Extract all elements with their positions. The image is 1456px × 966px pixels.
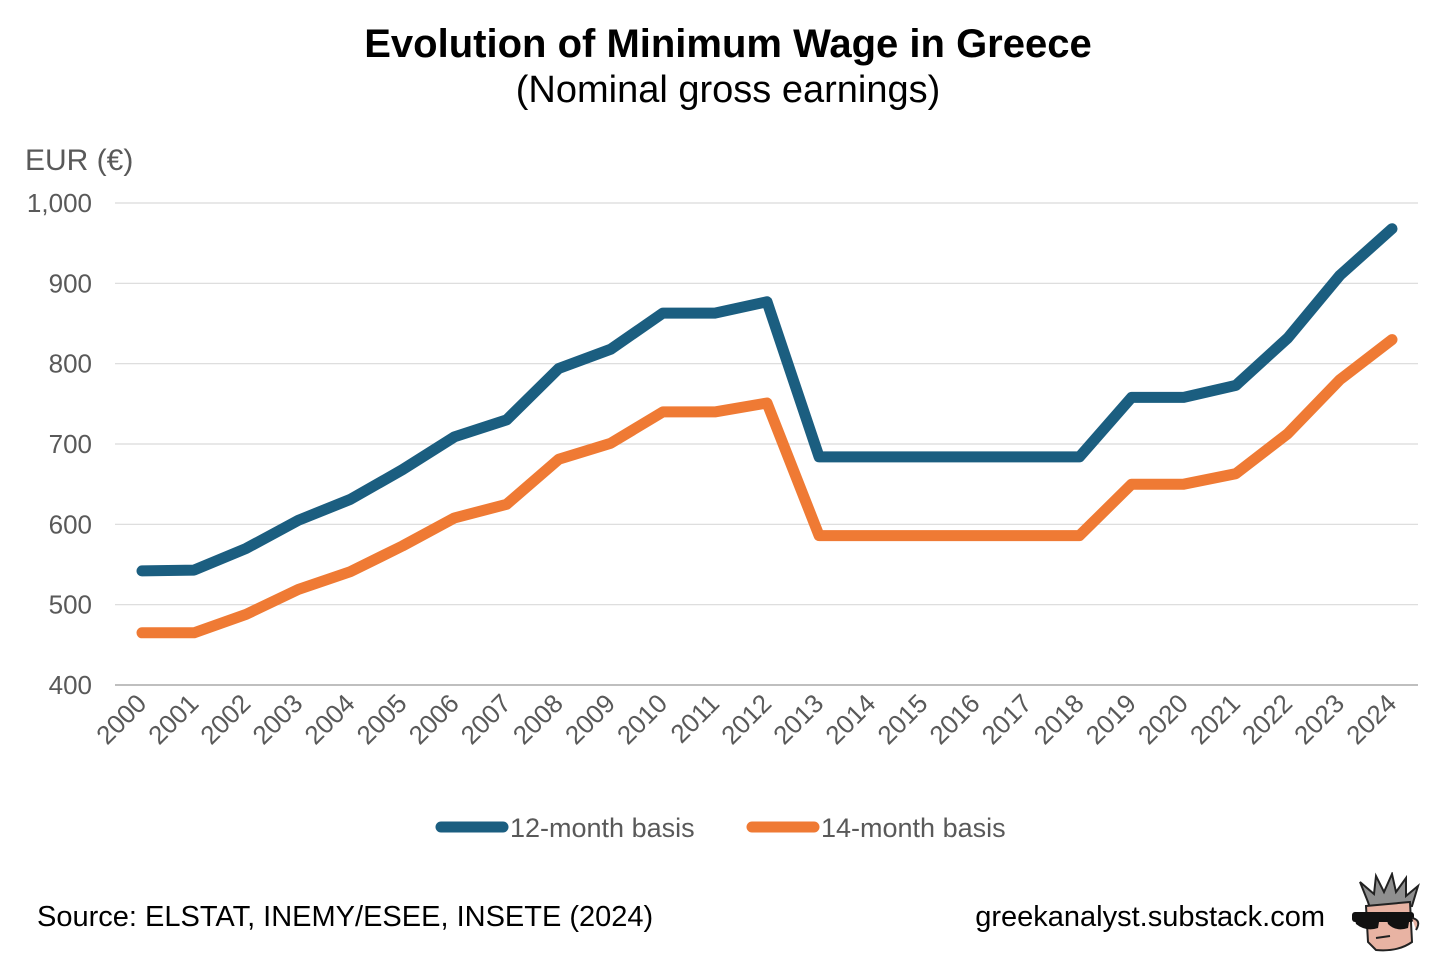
chart-title: Evolution of Minimum Wage in Greece [364, 22, 1092, 66]
y-tick-label: 900 [49, 268, 92, 298]
y-tick-label: 400 [49, 670, 92, 700]
site-url: greekanalyst.substack.com [975, 901, 1325, 933]
x-tick-label: 2002 [194, 688, 256, 750]
legend-label: 12-month basis [510, 813, 695, 843]
x-tick-label: 2024 [1340, 688, 1402, 750]
y-tick-label: 600 [49, 509, 92, 539]
x-tick-label: 2017 [976, 688, 1038, 750]
x-tick-label: 2020 [1132, 688, 1194, 750]
x-tick-label: 2001 [142, 688, 204, 750]
x-tick-label: 2018 [1028, 688, 1090, 750]
sunglasses-face-icon [1352, 872, 1420, 952]
y-axis-label: EUR (€) [25, 144, 133, 177]
chart-subtitle: (Nominal gross earnings) [515, 69, 941, 111]
y-tick-label: 700 [49, 429, 92, 459]
x-tick-label: 2014 [819, 688, 881, 750]
x-tick-label: 2004 [298, 688, 360, 750]
y-tick-label: 800 [49, 349, 92, 379]
x-tick-label: 2012 [715, 688, 777, 750]
x-tick-label: 2019 [1080, 688, 1142, 750]
x-tick-label: 2008 [507, 688, 569, 750]
x-tick-label: 2015 [871, 688, 933, 750]
series-line-1 [136, 223, 1398, 577]
x-tick-label: 2006 [403, 688, 465, 750]
source-note: Source: ELSTAT, INEMY/ESEE, INSETE (2024… [37, 901, 654, 933]
x-tick-label: 2011 [664, 688, 725, 749]
y-tick-label: 1,000 [27, 188, 92, 218]
x-tick-label: 2007 [455, 688, 517, 750]
x-tick-label: 2010 [611, 688, 673, 750]
series-line-2 [136, 334, 1398, 639]
y-tick-label: 500 [49, 590, 92, 620]
x-tick-label: 2023 [1288, 688, 1350, 750]
x-tick-label: 2016 [923, 688, 985, 750]
x-tick-label: 2021 [1184, 688, 1246, 750]
x-tick-label: 2013 [767, 688, 829, 750]
x-tick-label: 2003 [246, 688, 308, 750]
x-tick-label: 2009 [559, 688, 621, 750]
x-tick-label: 2022 [1236, 688, 1298, 750]
legend-label: 14-month basis [821, 813, 1006, 843]
x-tick-label: 2000 [90, 688, 152, 750]
x-tick-label: 2005 [351, 688, 413, 750]
